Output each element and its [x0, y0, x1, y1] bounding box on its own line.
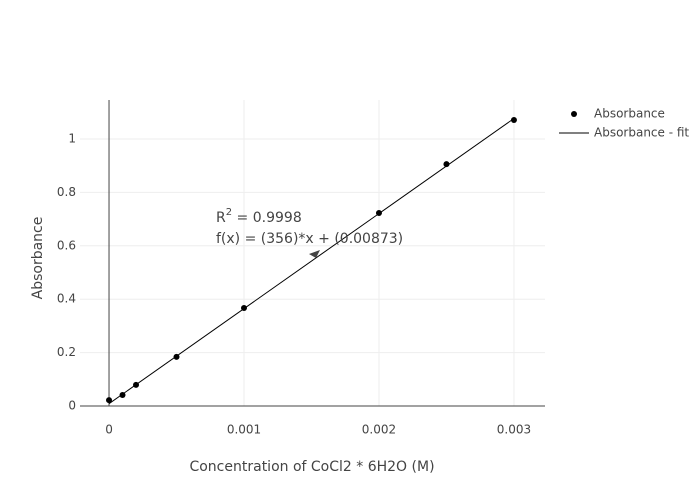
data-point: [510, 117, 517, 124]
y-tick-label: 0.4: [57, 292, 76, 306]
data-point: [443, 161, 450, 168]
y-tick-label: 1: [68, 131, 76, 145]
legend-label: Absorbance: [594, 107, 665, 121]
annotation: R2 = 0.9998: [216, 207, 302, 226]
annotation-r-value: = 0.9998: [232, 210, 302, 226]
y-tick-label: 0: [68, 399, 76, 413]
legend-marker: [571, 111, 577, 117]
legend-label: Absorbance - fit: [594, 126, 689, 140]
fit-line: [108, 118, 515, 405]
y-tick-label: 0.8: [57, 185, 76, 199]
x-tick-label: 0: [105, 423, 113, 437]
x-tick-label: 0.001: [227, 423, 261, 437]
x-tick-label: 0.002: [362, 423, 396, 437]
data-point: [106, 397, 113, 404]
annotation-formula: f(x) = (356)*x + (0.00873): [216, 231, 403, 247]
y-axis-title: Absorbance: [30, 217, 46, 300]
annotation-r: R: [216, 210, 226, 226]
annotation-sup: 2: [226, 207, 232, 218]
y-tick-label: 0.6: [57, 238, 76, 252]
x-tick-label: 0.003: [497, 423, 531, 437]
y-tick-label: 0.2: [57, 345, 76, 359]
annotation-arrow: [309, 250, 320, 258]
x-axis-title: Concentration of CoCl2 * 6H2O (M): [189, 459, 434, 475]
